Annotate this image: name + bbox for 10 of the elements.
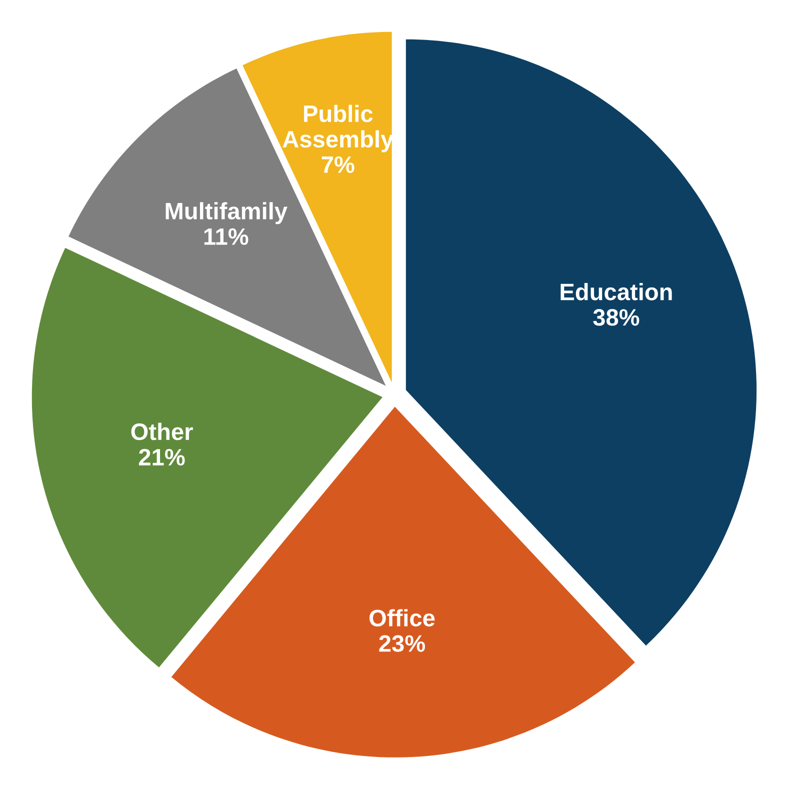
slice-label: Other <box>131 422 193 440</box>
slice-label: Education <box>560 283 672 300</box>
slice-label: Public Assembly <box>282 104 394 152</box>
slice-label: Office <box>370 609 435 626</box>
data-label: 23% <box>379 635 425 652</box>
data-label: 7% <box>322 156 354 173</box>
data-label: 21% <box>138 448 185 466</box>
data-label: 38% <box>593 309 640 326</box>
slice-label: Multifamily <box>166 202 288 224</box>
data-label: 11% <box>204 228 248 245</box>
